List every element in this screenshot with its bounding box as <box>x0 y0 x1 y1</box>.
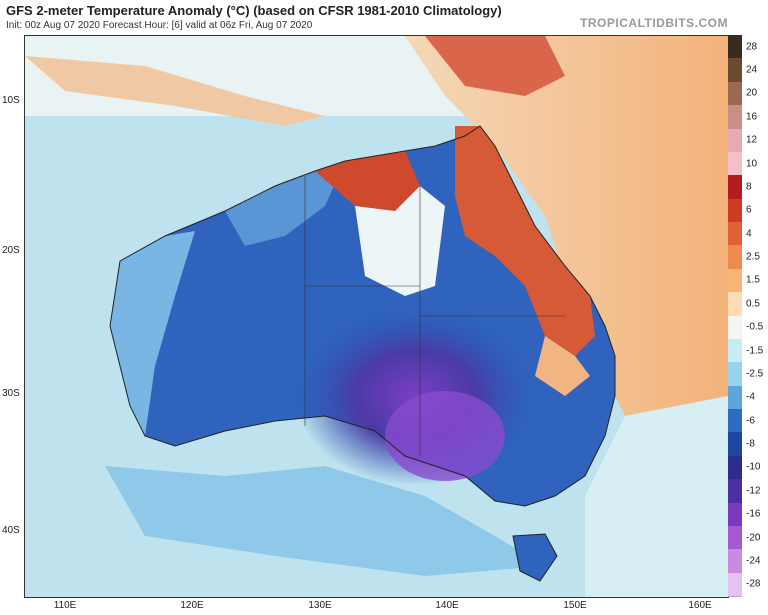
colorbar-label: 10 <box>746 158 758 170</box>
colorbar-swatch <box>728 128 742 153</box>
colorbar-swatch <box>728 362 742 387</box>
colorbar-label: -4 <box>746 391 755 403</box>
colorbar-label: 4 <box>746 228 752 240</box>
colorbar-swatch <box>728 502 742 527</box>
colorbar-label: 20 <box>746 87 758 99</box>
colorbar-swatch <box>728 572 742 597</box>
colorbar-swatch <box>728 58 742 83</box>
colorbar-label: -16 <box>746 508 761 520</box>
colorbar-label: 2.5 <box>746 251 760 263</box>
colorbar-label: 0.5 <box>746 298 760 310</box>
brand-watermark: TROPICALTIDBITS.COM <box>580 16 728 30</box>
lon-label-110e: 110E <box>53 600 77 611</box>
lat-label-10s: 10S <box>2 95 20 106</box>
colorbar-swatch <box>728 455 742 481</box>
colorbar-label: -2.5 <box>746 368 764 380</box>
colorbar-label: 24 <box>746 64 758 76</box>
lon-label-150e: 150E <box>563 600 587 611</box>
colorbar-label: -8 <box>746 438 755 450</box>
colorbar-swatch <box>728 479 742 504</box>
lon-label-160e: 160E <box>688 600 712 611</box>
indonesia-warm-area <box>25 56 325 126</box>
colorbar-label: -1.5 <box>746 345 764 357</box>
colorbar-legend: 28 24 20 16 12 10 8 6 4 2.5 1.5 0.5 -0.5 -1.5 -2.5 -4 -6… <box>728 35 768 597</box>
west-coast-cool <box>110 231 195 436</box>
colorbar-label: -10 <box>746 461 761 473</box>
australia-coastline <box>109 125 616 507</box>
tasmania <box>513 534 557 581</box>
colorbar-label: -24 <box>746 555 761 567</box>
lon-label-140e: 140E <box>435 600 459 611</box>
colorbar-label: -0.5 <box>746 321 764 333</box>
colorbar-label: -12 <box>746 485 761 497</box>
lon-label-120e: 120E <box>180 600 204 611</box>
colorbar-swatch <box>728 198 742 223</box>
colorbar-label: 16 <box>746 111 758 123</box>
colorbar-swatch <box>728 175 742 200</box>
png-warm-area <box>425 36 565 96</box>
colorbar-label: 8 <box>746 181 752 193</box>
warm-anomaly-east <box>405 36 728 416</box>
colorbar-label: -6 <box>746 415 755 427</box>
colorbar-swatch <box>728 432 742 457</box>
nsw-warm-edge <box>535 336 590 396</box>
ocean-southeast <box>585 396 728 597</box>
chart-title: GFS 2-meter Temperature Anomaly (°C) (ba… <box>6 3 502 18</box>
colorbar-swatch <box>728 35 742 60</box>
north-west-cool <box>225 161 345 246</box>
anomaly-map[interactable] <box>24 35 729 598</box>
chart-subtitle: Init: 00z Aug 07 2020 Forecast Hour: [6]… <box>6 20 313 31</box>
interior-neutral-band <box>355 186 445 296</box>
colorbar-swatch <box>728 409 742 434</box>
colorbar-swatch <box>728 151 742 177</box>
colorbar-swatch <box>728 268 742 294</box>
colorbar-label: 28 <box>746 41 758 53</box>
colorbar-swatch <box>728 222 742 247</box>
southern-ocean-cool <box>105 466 545 576</box>
colorbar-swatch <box>728 338 742 364</box>
lon-label-130e: 130E <box>308 600 332 611</box>
lat-label-40s: 40S <box>2 525 20 536</box>
colorbar-swatch <box>728 245 742 270</box>
anomaly-map-canvas <box>25 36 728 597</box>
tasmania-coastline <box>512 533 558 582</box>
colorbar-label: -20 <box>746 532 761 544</box>
top-end-warm <box>315 151 420 211</box>
colorbar-label: 12 <box>746 134 758 146</box>
colorbar-swatch <box>728 315 742 340</box>
colorbar-swatch <box>728 525 742 551</box>
colorbar-label: -28 <box>746 578 761 590</box>
colorbar-swatch <box>728 292 742 317</box>
colorbar-label: 1.5 <box>746 274 760 286</box>
cold-anomaly-peak <box>385 391 505 481</box>
lat-label-30s: 30S <box>2 388 20 399</box>
colorbar-swatch <box>728 105 742 130</box>
colorbar-swatch <box>728 385 742 410</box>
colorbar-swatch <box>728 549 742 574</box>
lat-label-20s: 20S <box>2 245 20 256</box>
colorbar-label: 6 <box>746 204 752 216</box>
queensland-warm <box>455 126 595 356</box>
colorbar-swatch <box>728 81 742 107</box>
